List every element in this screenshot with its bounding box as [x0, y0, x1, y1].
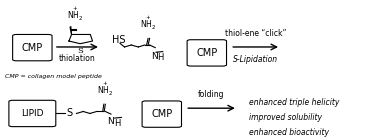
Text: enhanced triple helicity: enhanced triple helicity	[249, 98, 339, 107]
Text: thiolation: thiolation	[59, 54, 96, 63]
Text: improved solubility: improved solubility	[249, 113, 322, 122]
FancyBboxPatch shape	[142, 101, 181, 127]
Text: H: H	[114, 119, 120, 128]
Text: S: S	[66, 108, 73, 118]
Text: S-Lipidation: S-Lipidation	[233, 55, 278, 64]
Text: $\overset{+}{\rm NH_2}$: $\overset{+}{\rm NH_2}$	[98, 80, 114, 98]
Text: H: H	[157, 53, 163, 62]
FancyBboxPatch shape	[12, 34, 52, 61]
FancyBboxPatch shape	[187, 40, 226, 66]
Text: $\overset{+}{\rm NH_2}$: $\overset{+}{\rm NH_2}$	[140, 14, 157, 32]
Text: CMP: CMP	[22, 43, 43, 53]
Text: thiol-ene “click”: thiol-ene “click”	[225, 29, 286, 38]
Text: CMP: CMP	[151, 109, 172, 119]
Text: HS: HS	[112, 35, 125, 45]
Text: enhanced bioactivity: enhanced bioactivity	[249, 128, 329, 137]
Text: CMP: CMP	[196, 48, 217, 58]
FancyBboxPatch shape	[9, 100, 56, 127]
Text: folding: folding	[198, 90, 225, 99]
Text: LIPID: LIPID	[21, 109, 43, 118]
Text: N: N	[108, 117, 114, 126]
Text: $\overset{+}{\rm NH_2}$: $\overset{+}{\rm NH_2}$	[68, 4, 84, 23]
Text: S: S	[77, 47, 83, 55]
Text: N: N	[151, 52, 158, 61]
Text: CMP = collagen model peptide: CMP = collagen model peptide	[5, 74, 102, 79]
